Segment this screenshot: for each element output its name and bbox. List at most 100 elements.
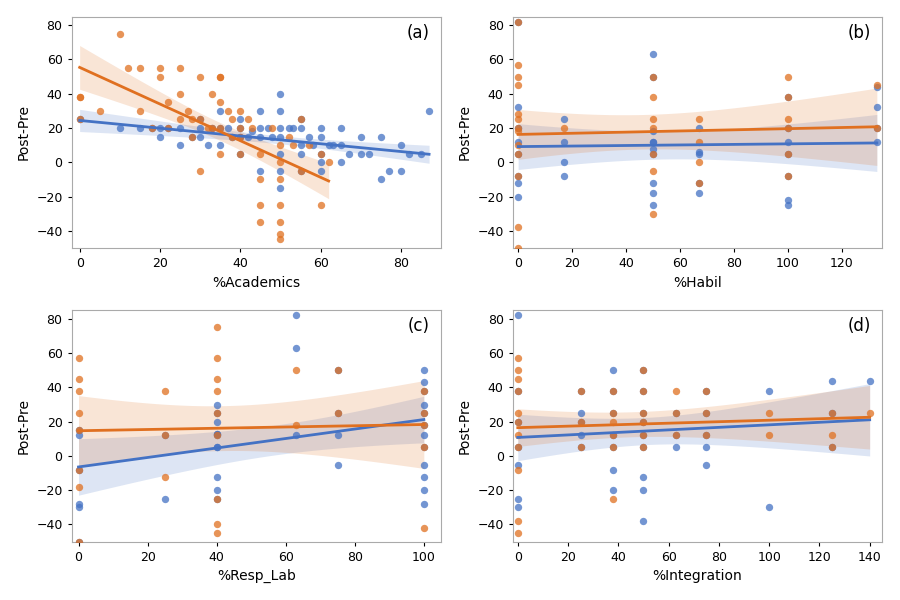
Point [691, 188, 706, 198]
Point [573, 431, 588, 440]
Point [285, 123, 300, 133]
Point [646, 166, 661, 176]
Point [201, 140, 215, 150]
Point [121, 63, 135, 73]
Point [417, 409, 431, 418]
Point [158, 494, 172, 503]
Point [313, 149, 328, 158]
Point [374, 175, 388, 184]
Point [422, 106, 436, 116]
Point [205, 123, 220, 133]
Point [193, 115, 207, 124]
Point [193, 166, 207, 176]
Point [71, 386, 86, 395]
Point [132, 106, 147, 116]
Point [253, 166, 267, 176]
Point [153, 123, 167, 133]
Point [511, 149, 526, 158]
Point [606, 365, 620, 375]
Point [289, 421, 303, 430]
Point [636, 431, 651, 440]
X-axis label: %Academics: %Academics [212, 275, 301, 290]
Point [869, 80, 884, 90]
Point [261, 123, 275, 133]
Point [330, 365, 345, 375]
Point [511, 140, 526, 150]
Point [221, 106, 236, 116]
Point [636, 485, 651, 495]
Point [511, 110, 526, 119]
Point [210, 431, 224, 440]
Point [245, 127, 259, 136]
Point [824, 431, 839, 440]
Point [646, 178, 661, 188]
Point [274, 106, 288, 116]
Point [73, 92, 87, 102]
Point [293, 115, 308, 124]
Point [606, 485, 620, 495]
Point [158, 386, 172, 395]
Point [374, 132, 388, 142]
Point [71, 431, 86, 440]
Point [510, 516, 525, 526]
Point [573, 386, 588, 395]
Point [71, 537, 86, 547]
Point [274, 149, 288, 158]
Point [161, 123, 176, 133]
Point [71, 503, 86, 512]
Point [173, 115, 187, 124]
Point [511, 127, 526, 136]
Point [646, 50, 661, 59]
Point [213, 140, 228, 150]
Point [210, 520, 224, 529]
Point [606, 409, 620, 418]
Point [511, 103, 526, 112]
Point [414, 149, 428, 158]
Point [161, 98, 176, 107]
Point [510, 409, 525, 418]
Point [71, 537, 86, 547]
Point [646, 144, 661, 154]
Point [417, 443, 431, 452]
Point [274, 200, 288, 210]
Point [636, 443, 651, 452]
Point [213, 72, 228, 82]
X-axis label: %Integration: %Integration [652, 569, 742, 583]
Point [293, 123, 308, 133]
Point [321, 140, 336, 150]
Point [213, 106, 228, 116]
Point [132, 123, 147, 133]
Point [362, 149, 376, 158]
Point [274, 183, 288, 193]
Point [221, 123, 236, 133]
Point [334, 123, 348, 133]
Point [511, 60, 526, 70]
Point [285, 140, 300, 150]
Y-axis label: Post-Pre: Post-Pre [458, 104, 472, 160]
Point [341, 149, 356, 158]
Point [112, 123, 127, 133]
Point [417, 365, 431, 375]
Point [213, 98, 228, 107]
Point [646, 127, 661, 136]
Point [213, 123, 228, 133]
Y-axis label: Post-Pre: Post-Pre [458, 398, 472, 454]
Point [73, 115, 87, 124]
Point [382, 166, 396, 176]
Point [201, 123, 215, 133]
Point [699, 386, 714, 395]
Point [266, 123, 280, 133]
Point [241, 132, 256, 142]
Point [606, 409, 620, 418]
Point [691, 147, 706, 157]
Point [293, 149, 308, 158]
Point [313, 123, 328, 133]
Point [112, 29, 127, 38]
Point [394, 166, 409, 176]
Point [417, 421, 431, 430]
Point [780, 137, 795, 146]
Point [210, 374, 224, 383]
Point [511, 80, 526, 90]
Point [330, 365, 345, 375]
Point [636, 409, 651, 418]
